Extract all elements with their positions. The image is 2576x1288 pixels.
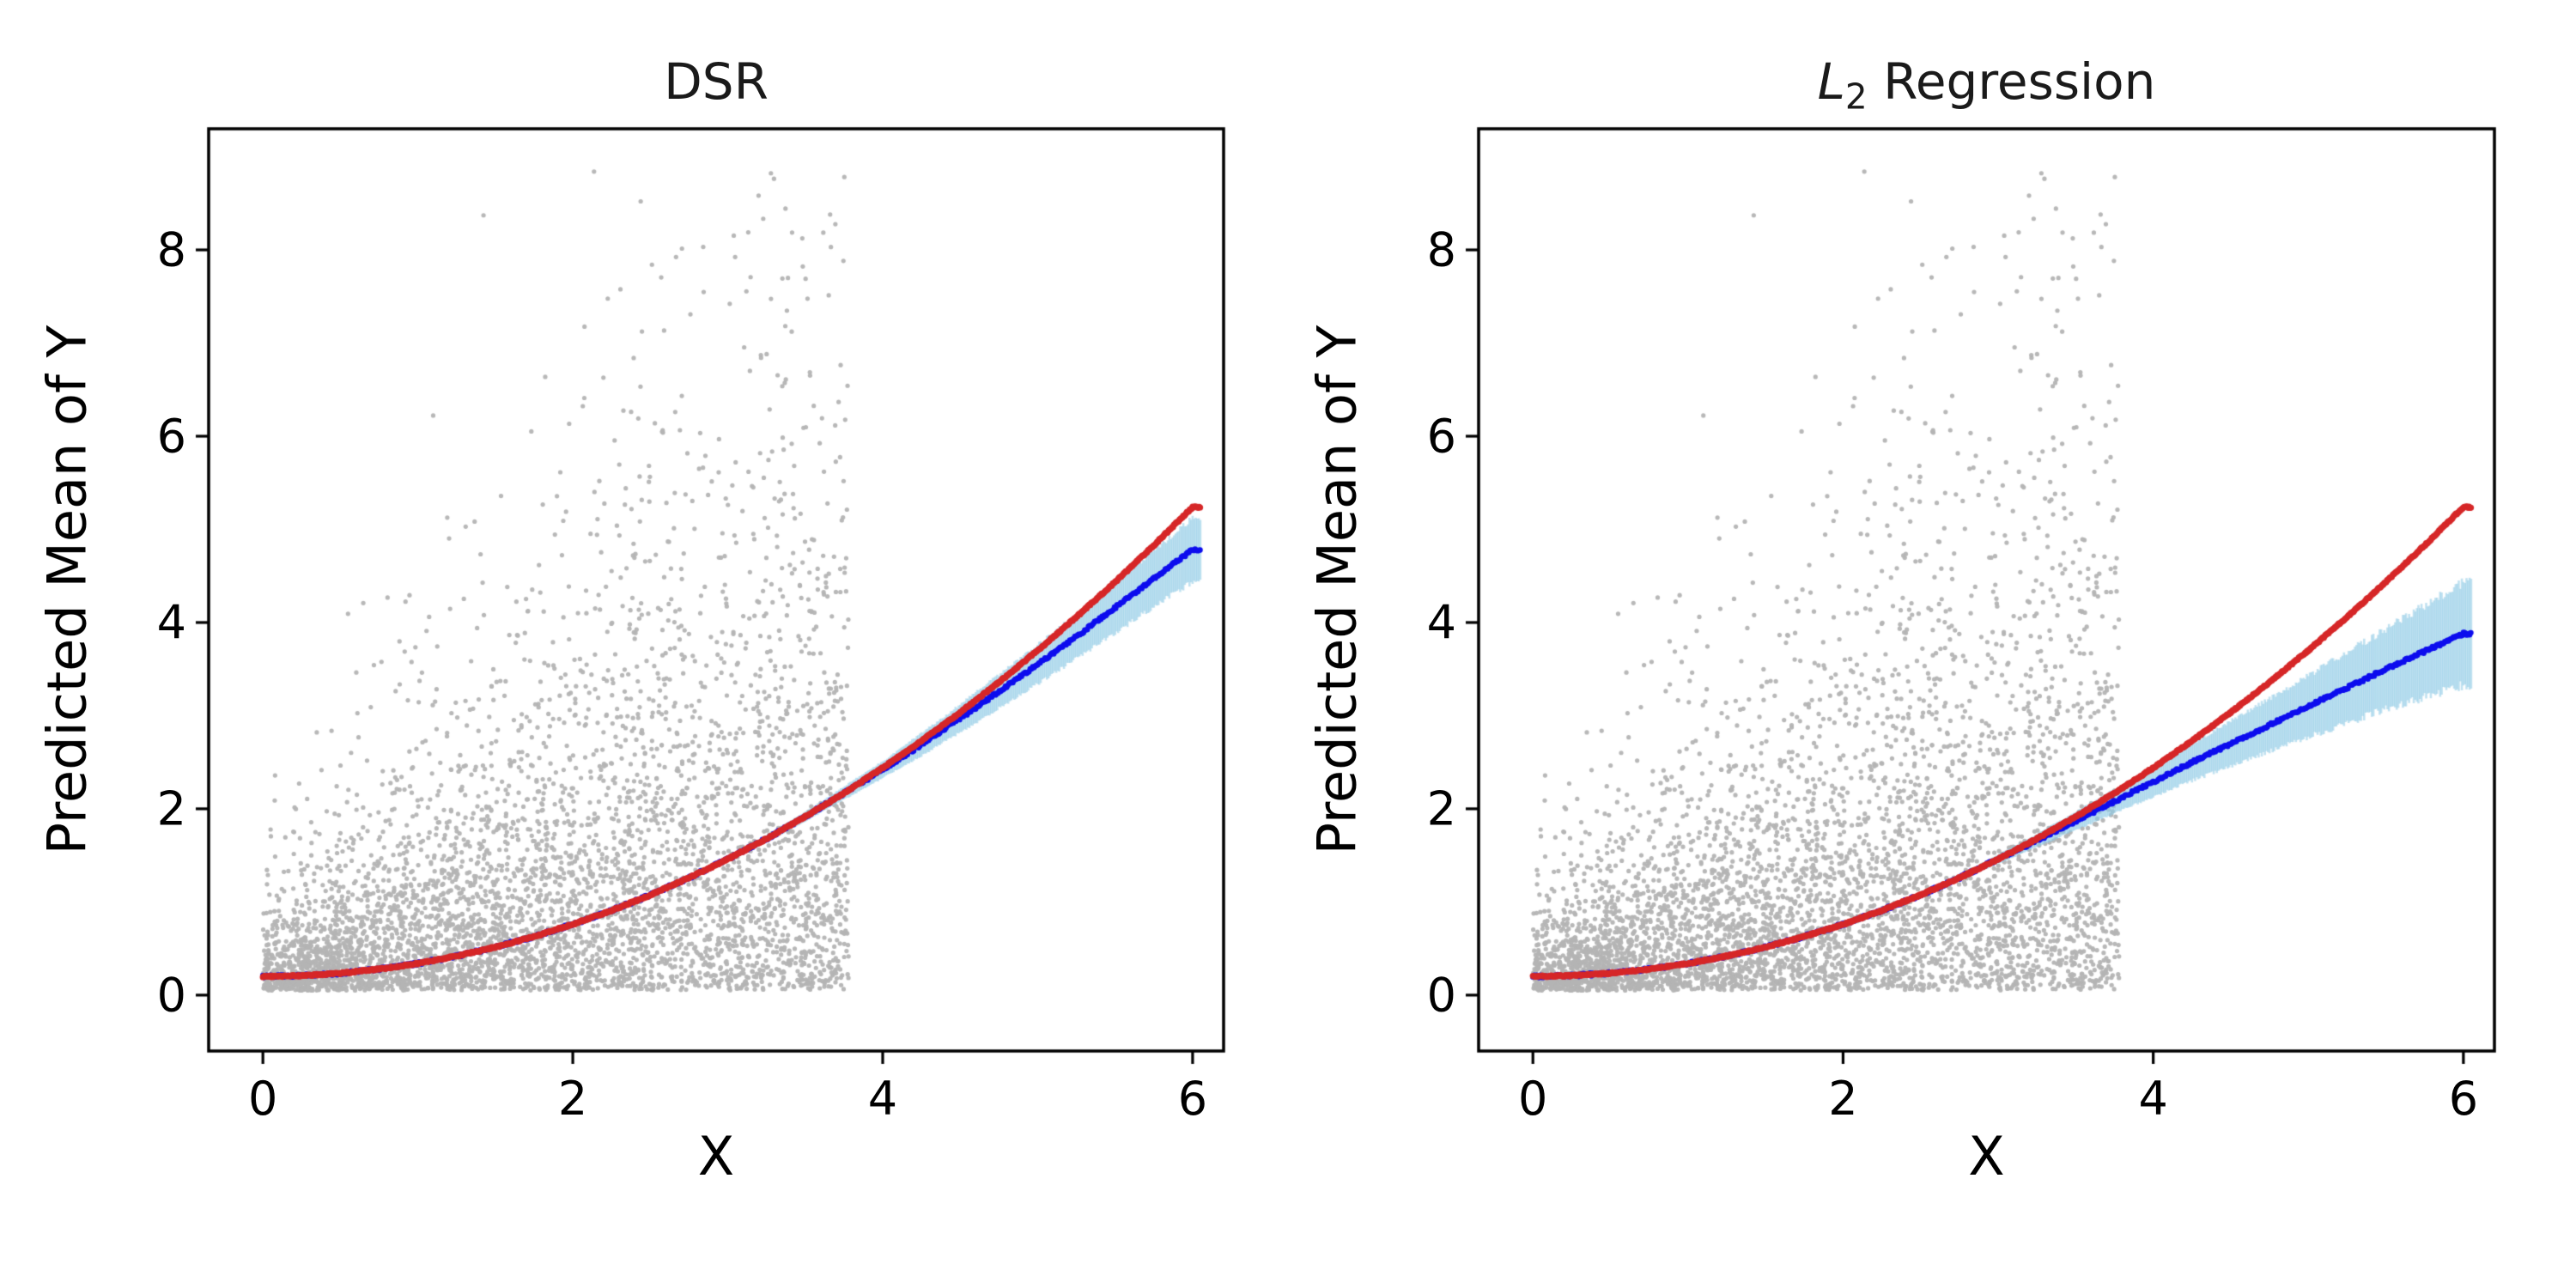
- y-tick-label: 2: [156, 781, 186, 836]
- title-part: DSR: [664, 52, 769, 111]
- x-tick-label: 6: [2448, 1072, 2479, 1126]
- right-x-axis-label: X: [1968, 1125, 2005, 1188]
- left-plot-title: DSR: [664, 53, 769, 111]
- y-tick-label: 8: [156, 222, 186, 277]
- y-tick-label: 2: [1426, 781, 1456, 836]
- y-tick-label: 6: [156, 409, 186, 464]
- title-part: Regression: [1867, 52, 2156, 111]
- left-y-axis-label: Predicted Mean of Y: [35, 325, 99, 855]
- x-tick-label: 4: [2138, 1072, 2168, 1126]
- y-tick-label: 6: [1426, 409, 1456, 464]
- title-part: L: [1817, 52, 1845, 111]
- x-tick-label: 6: [1177, 1072, 1208, 1126]
- right-y-axis-label: Predicted Mean of Y: [1305, 325, 1369, 855]
- right-plot-title: L2 Regression: [1818, 53, 2156, 117]
- x-tick-label: 4: [867, 1072, 898, 1126]
- x-tick-label: 0: [1518, 1072, 1548, 1126]
- x-tick-label: 2: [557, 1072, 588, 1126]
- y-tick-label: 8: [1426, 222, 1456, 277]
- x-tick-label: 2: [1828, 1072, 1858, 1126]
- y-tick-label: 0: [156, 968, 186, 1023]
- left-x-axis-label: X: [697, 1125, 735, 1188]
- y-tick-label: 4: [1426, 595, 1456, 650]
- y-tick-label: 0: [1426, 968, 1456, 1023]
- x-tick-label: 0: [247, 1072, 278, 1126]
- title-part: 2: [1844, 76, 1868, 118]
- y-tick-label: 4: [156, 595, 186, 650]
